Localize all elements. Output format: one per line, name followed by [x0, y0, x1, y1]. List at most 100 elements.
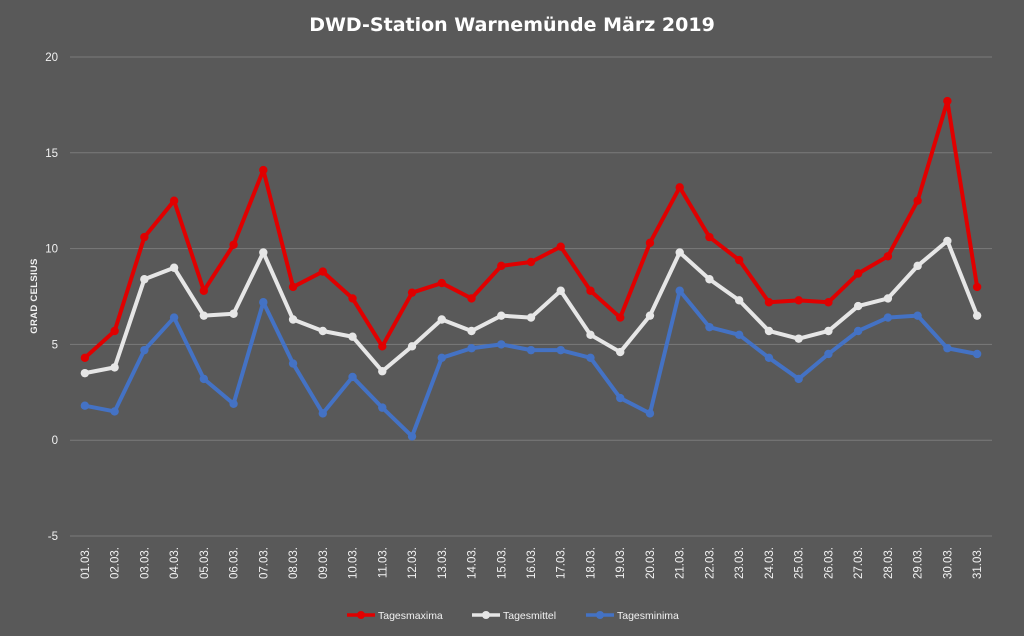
data-point: [943, 344, 952, 353]
x-tick-label: 08.03.: [288, 547, 300, 579]
data-point: [675, 286, 684, 295]
data-point: [259, 248, 268, 257]
chart-title: DWD-Station Warnemünde März 2019: [309, 14, 715, 36]
data-point: [229, 240, 238, 249]
x-tick-label: 20.03.: [645, 547, 657, 579]
data-point: [288, 315, 298, 324]
data-point: [616, 393, 625, 403]
x-tick-label: 25.03.: [794, 547, 806, 579]
x-tick-label: 28.03.: [883, 547, 895, 579]
data-point: [913, 261, 922, 271]
data-point: [378, 403, 387, 412]
data-point: [229, 309, 238, 318]
data-point: [199, 311, 209, 320]
x-tick-label: 29.03.: [913, 547, 925, 579]
data-point: [110, 326, 119, 336]
data-point: [348, 332, 357, 341]
data-point: [80, 401, 90, 410]
data-point: [824, 298, 833, 307]
data-point: [140, 275, 149, 284]
x-tick-label: 09.03.: [318, 547, 330, 579]
data-point: [913, 196, 922, 205]
data-point: [556, 345, 565, 355]
x-tick-label: 12.03.: [407, 547, 419, 579]
x-tick-label: 27.03.: [853, 547, 865, 579]
legend-label: Tagesmittel: [503, 610, 556, 622]
data-point: [110, 407, 119, 416]
data-point: [407, 432, 417, 441]
legend-item-tagesmaxima: Tagesmaxima: [347, 610, 443, 622]
data-point: [616, 347, 625, 357]
legend-marker: [596, 611, 604, 619]
x-tick-label: 06.03.: [229, 547, 241, 579]
x-tick-label: 10.03.: [348, 547, 360, 579]
x-tick-label: 26.03.: [823, 547, 835, 579]
x-tick-label: 03.03.: [139, 547, 151, 579]
x-tick-label: 19.03.: [615, 547, 627, 579]
x-tick-label: 13.03.: [437, 547, 449, 579]
legend-item-tagesminima: Tagesminima: [586, 610, 679, 622]
data-point: [556, 286, 565, 295]
data-point: [467, 344, 476, 353]
data-point: [764, 326, 774, 336]
data-point: [734, 296, 744, 305]
data-point: [853, 269, 863, 278]
data-point: [764, 353, 774, 363]
data-point: [348, 372, 357, 382]
data-point: [943, 96, 952, 106]
data-point: [824, 349, 833, 359]
data-point: [229, 399, 238, 408]
data-point: [80, 368, 90, 378]
x-tick-label: 23.03.: [734, 547, 746, 579]
y-tick-label: -5: [48, 531, 58, 543]
data-point: [705, 232, 714, 242]
data-point: [110, 363, 119, 372]
data-point: [526, 345, 536, 355]
y-tick-label: 15: [45, 148, 58, 160]
data-point: [497, 340, 506, 349]
data-point: [467, 294, 476, 303]
series-tagesminima: [80, 286, 982, 441]
x-tick-label: 24.03.: [764, 547, 776, 579]
data-point: [259, 298, 268, 307]
data-point: [586, 353, 595, 363]
data-point: [288, 282, 298, 292]
series-line: [82, 288, 980, 439]
data-point: [705, 322, 714, 332]
x-tick-label: 18.03.: [585, 547, 597, 579]
data-point: [883, 252, 893, 261]
data-point: [437, 278, 446, 288]
y-tick-label: 5: [52, 339, 58, 351]
legend-marker: [482, 611, 490, 619]
data-point: [407, 342, 417, 351]
data-point: [437, 315, 446, 324]
data-point: [378, 367, 387, 376]
data-point: [526, 313, 536, 322]
data-point: [497, 261, 506, 271]
gridlines: [70, 56, 992, 537]
data-point: [853, 301, 863, 311]
data-point: [586, 286, 595, 295]
x-tick-label: 11.03.: [377, 547, 389, 578]
legend: Tagesmaxima Tagesmittel Tagesminima: [347, 610, 679, 622]
data-point: [169, 263, 179, 272]
y-tick-label: 10: [45, 244, 58, 256]
data-point: [972, 349, 982, 359]
data-point: [467, 326, 476, 336]
data-point: [853, 326, 863, 336]
data-point: [645, 238, 655, 248]
data-point: [169, 196, 179, 205]
data-point: [140, 345, 149, 355]
data-point: [794, 334, 803, 343]
data-point: [824, 326, 833, 336]
legend-marker: [357, 611, 365, 619]
data-point: [80, 353, 90, 363]
data-point: [645, 311, 655, 320]
data-point: [645, 409, 655, 418]
data-point: [378, 342, 387, 351]
y-tick-label: 0: [52, 435, 58, 447]
data-point: [318, 267, 328, 276]
data-point: [140, 232, 149, 242]
data-point: [437, 353, 446, 363]
